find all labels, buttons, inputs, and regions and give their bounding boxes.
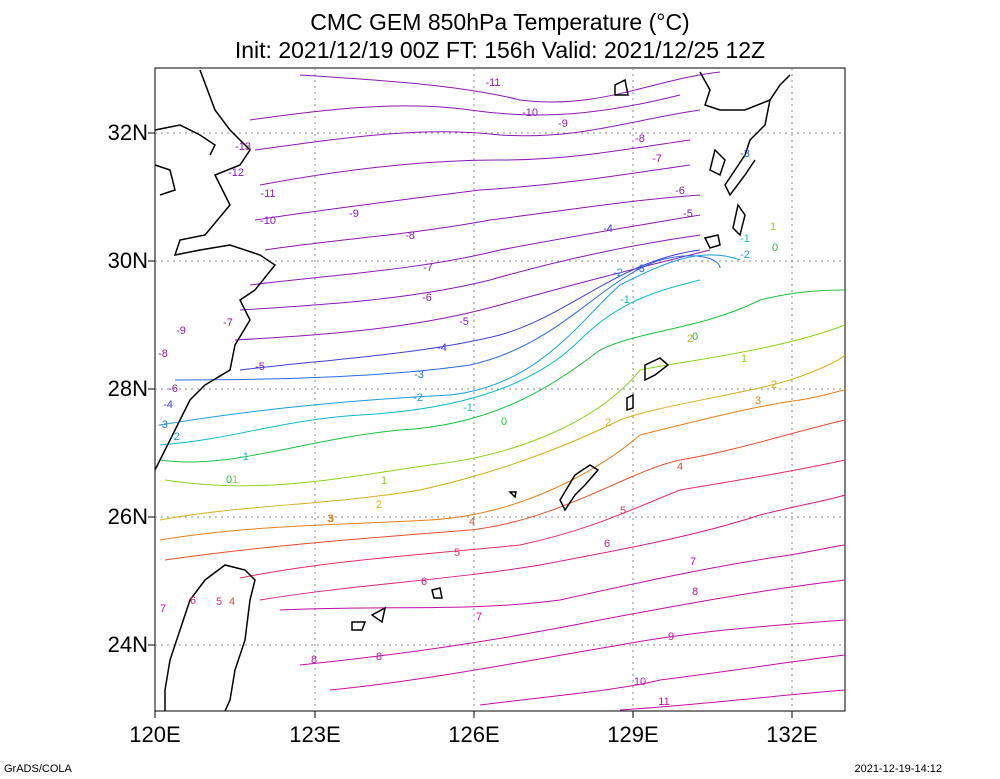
contour-label: 7 (690, 556, 696, 568)
contour-label: 8 (692, 586, 698, 598)
lat-label-30n: 30N (107, 248, 148, 273)
contour-label: -3 (635, 263, 645, 275)
contour-label: -1 (239, 451, 249, 463)
contour-label: 6 (421, 576, 427, 588)
contour-label: -1 (740, 233, 750, 245)
contour-labels: -13-12-11-11-10-10-9-9-9-8-8-8-7-7-7-6-6… (158, 77, 778, 708)
lat-label-32n: 32N (107, 120, 148, 145)
contour-label: 2 (687, 333, 693, 345)
contour-label: 4 (229, 596, 235, 608)
contour-label: -4 (603, 223, 613, 235)
contour-label: -8 (158, 348, 168, 360)
contour-label: -11 (485, 77, 500, 89)
contour-label: -5 (459, 316, 469, 328)
contour-label: 1 (381, 475, 387, 487)
contour-label: 5 (620, 505, 626, 517)
contour-label: -3 (414, 369, 424, 381)
contour-label: 7 (160, 603, 166, 615)
contour-label: 6 (604, 538, 610, 550)
contour-label: -6 (168, 383, 178, 395)
contour-label: 7 (476, 611, 482, 623)
contour-label: 1 (741, 353, 747, 365)
contour-label: -12 (228, 167, 244, 179)
contour-label: -2 (413, 392, 423, 404)
contour-label: -9 (176, 325, 186, 337)
footer-timestamp: 2021-12-19-14:12 (854, 763, 942, 775)
contour-label: 5 (454, 547, 460, 559)
contour-label: -6 (675, 185, 685, 197)
contour-label: 2 (605, 417, 611, 429)
lon-label-126e: 126E (448, 722, 500, 747)
contour-label: -8 (635, 133, 645, 145)
lon-label-129e: 129E (607, 722, 659, 747)
contour-label: -9 (349, 208, 359, 220)
contour-label: -10 (522, 107, 538, 119)
contour-label: 0 (501, 416, 507, 428)
contour-label: -3 (740, 148, 750, 160)
contour-label: 1 (232, 474, 238, 486)
lat-label-26n: 26N (107, 504, 148, 529)
contour-label: 6 (190, 595, 196, 607)
lon-label-132e: 132E (766, 722, 818, 747)
contour-label: 9 (668, 631, 674, 643)
contour-label: 0 (692, 331, 698, 343)
contour-label: -7 (423, 262, 433, 274)
contour-label: -2 (613, 267, 623, 279)
contour-label: 1 (770, 221, 776, 233)
contour-label: -13 (235, 141, 251, 153)
contour-label: -11 (260, 188, 275, 200)
footer-software: GrADS/COLA (4, 763, 72, 775)
contour-label: 3 (328, 513, 334, 525)
contour-label: -4 (163, 399, 173, 411)
contour-label: 5 (216, 596, 222, 608)
contour-label: 3 (327, 513, 333, 525)
contour-label: 11 (658, 696, 669, 708)
contour-label: -5 (683, 208, 693, 220)
map-subtitle: Init: 2021/12/19 00Z FT: 156h Valid: 202… (234, 37, 766, 63)
contour-label: -3 (158, 419, 168, 431)
contour-label: 4 (677, 461, 683, 473)
contour-label: -7 (652, 153, 662, 165)
contour-label: -1 (463, 402, 473, 414)
contour-label: -5 (255, 361, 265, 373)
contour-label: -4 (437, 342, 447, 354)
coastlines (154, 69, 791, 712)
axis-ticks (148, 132, 793, 718)
contour-label: 2 (771, 379, 777, 391)
lon-label-123e: 123E (289, 722, 341, 747)
contour-lines (159, 71, 846, 711)
contour-label: -9 (558, 118, 568, 130)
lat-label-24n: 24N (107, 632, 148, 657)
contour-label: 3 (755, 395, 761, 407)
contour-label: -8 (405, 230, 415, 242)
contour-label: 2 (376, 499, 382, 511)
contour-label: 0 (772, 242, 778, 254)
contour-label: 4 (469, 516, 475, 528)
contour-label: 0 (226, 474, 232, 486)
contour-label: -2 (740, 249, 750, 261)
contour-label: -2 (170, 431, 180, 443)
lon-label-120e: 120E (129, 722, 181, 747)
contour-label: -7 (223, 317, 233, 329)
contour-label: -6 (422, 292, 432, 304)
map-title: CMC GEM 850hPa Temperature (°C) (310, 9, 690, 35)
contour-label: -1 (620, 294, 630, 306)
contour-label: 8 (376, 651, 382, 663)
contour-label: 8 (311, 654, 317, 666)
contour-label: 10 (634, 676, 646, 688)
lat-label-28n: 28N (107, 376, 148, 401)
contour-label: -10 (260, 215, 276, 227)
